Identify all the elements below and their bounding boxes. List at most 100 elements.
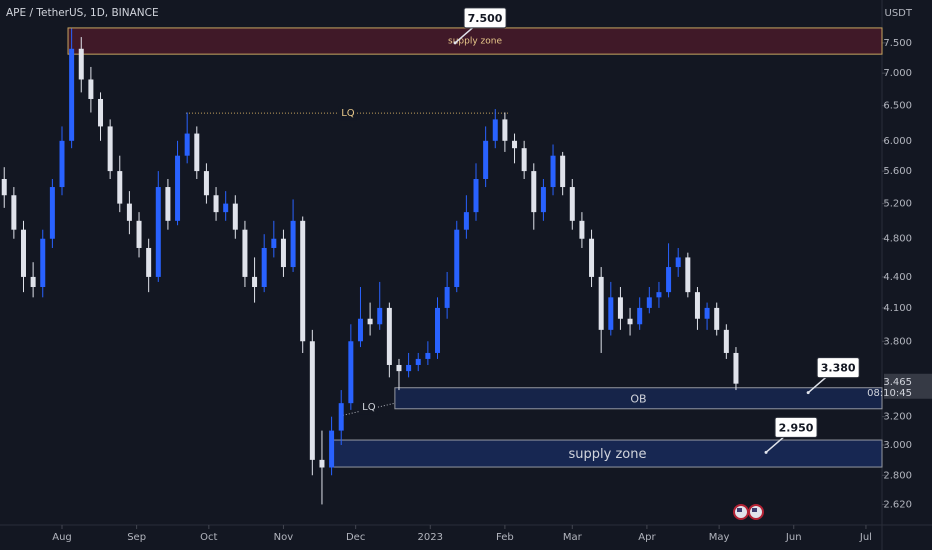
- candle-body: [675, 257, 681, 268]
- candle-body: [704, 307, 710, 319]
- candle-body: [261, 247, 267, 288]
- candle-body: [184, 133, 190, 156]
- x-tick-label: Aug: [52, 532, 72, 543]
- y-tick-label: 4.800: [883, 234, 912, 245]
- x-tick-label: Apr: [638, 532, 656, 543]
- candle-body: [733, 352, 739, 384]
- flag-part: [752, 508, 757, 512]
- candle-body: [11, 195, 17, 230]
- candle-body: [492, 119, 498, 141]
- candle-body: [126, 203, 132, 221]
- callout-box: [816, 357, 860, 379]
- candle-body: [40, 238, 46, 288]
- zone: [332, 439, 883, 468]
- x-tick-label: Dec: [346, 532, 365, 543]
- callout-label: 3.380: [821, 362, 856, 375]
- candle-body: [348, 341, 354, 404]
- currency-label: USDT: [885, 8, 913, 19]
- candle-body: [1, 178, 7, 196]
- candle-body: [59, 140, 65, 188]
- candle-body: [463, 212, 469, 230]
- countdown-label: 08:10:45: [867, 388, 912, 399]
- candle-body: [49, 187, 55, 239]
- candle-body: [155, 187, 161, 277]
- candle-body: [20, 229, 26, 277]
- candle-body: [165, 187, 171, 221]
- candle-body: [319, 459, 325, 468]
- candle-body: [396, 364, 402, 372]
- event-icons[interactable]: [733, 504, 764, 520]
- candle-body: [146, 247, 152, 277]
- last-price-box: [884, 373, 932, 399]
- lq-label: LQ: [341, 108, 355, 119]
- candle-body: [502, 119, 508, 141]
- callout-point: [453, 41, 457, 45]
- callout-label: 7.500: [468, 12, 503, 25]
- candle-body: [30, 276, 36, 288]
- candle-body: [213, 195, 219, 213]
- callout-point: [764, 450, 768, 454]
- lq-label: LQ: [362, 402, 376, 413]
- candle-body: [69, 48, 75, 141]
- zone-label: supply zone: [569, 447, 647, 462]
- candle-body: [98, 98, 104, 127]
- candle-body: [415, 358, 421, 365]
- candle-body: [406, 364, 412, 372]
- candle-body: [646, 297, 652, 308]
- candle-body: [685, 257, 691, 293]
- y-tick-label: 4.100: [883, 303, 912, 314]
- callout-point: [806, 391, 810, 395]
- candle-body: [589, 238, 595, 277]
- y-tick-label: 2.800: [883, 470, 912, 481]
- x-tick-label: May: [709, 532, 730, 543]
- candle-body: [656, 292, 662, 298]
- candle-body: [540, 187, 546, 213]
- y-tick-label: 6.500: [883, 101, 912, 112]
- candle-body: [88, 79, 94, 99]
- y-tick-label: 5.200: [883, 199, 912, 210]
- y-tick-label: 4.400: [883, 272, 912, 283]
- zone-label: OB: [630, 392, 646, 405]
- candle-body: [386, 307, 392, 365]
- zone: [67, 27, 883, 55]
- candle-body: [579, 220, 585, 239]
- y-tick-label: 7.500: [883, 38, 912, 49]
- candle-body: [473, 178, 479, 213]
- candle-body: [723, 329, 729, 353]
- candle-body: [521, 148, 527, 172]
- candle-body: [280, 238, 286, 268]
- candle-body: [329, 430, 335, 468]
- lq-label-bg: [338, 106, 357, 121]
- x-tick-label: Jun: [785, 532, 802, 543]
- lq-label-bg: [359, 400, 378, 415]
- candle-body: [252, 276, 258, 288]
- candle-body: [242, 229, 248, 277]
- x-tick-label: Oct: [200, 532, 217, 543]
- flag-part: [737, 508, 742, 512]
- candle-body: [338, 403, 344, 431]
- chart-title: APE / TetherUS, 1D, BINANCE: [6, 7, 159, 19]
- candle-body: [367, 318, 373, 325]
- candle-body: [194, 133, 200, 172]
- callout-box: [774, 416, 818, 438]
- candle-body: [175, 155, 181, 221]
- candle-body: [117, 171, 123, 204]
- candle-body: [483, 140, 489, 179]
- candle-body: [637, 307, 643, 325]
- y-tick-label: 3.800: [883, 336, 912, 347]
- x-tick-label: Jul: [859, 532, 872, 543]
- callout-box: [463, 7, 507, 29]
- candle-body: [608, 297, 614, 330]
- candle-body: [454, 229, 460, 288]
- x-tick-label: Nov: [274, 532, 294, 543]
- candle-body: [627, 318, 633, 325]
- candle-body: [309, 341, 315, 460]
- candle-body: [203, 171, 209, 196]
- candle-body: [357, 318, 363, 342]
- candle-body: [444, 287, 450, 308]
- candle-body: [512, 140, 518, 149]
- y-tick-label: 5.600: [883, 166, 912, 177]
- candle-body: [300, 220, 306, 342]
